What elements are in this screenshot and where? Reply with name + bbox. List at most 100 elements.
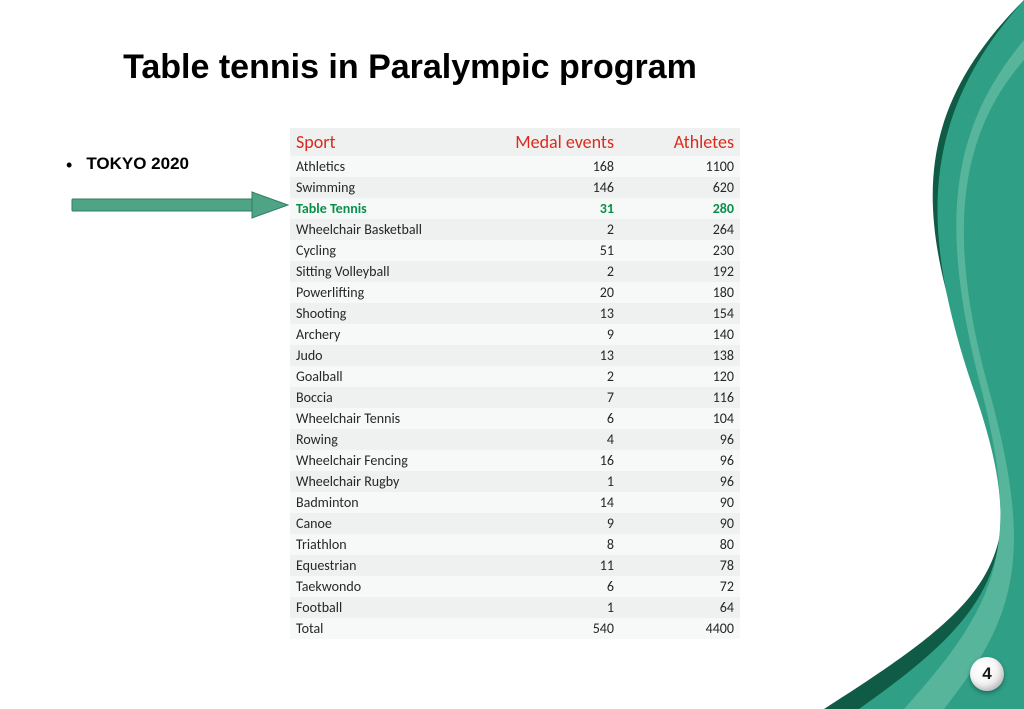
- table-cell: 13: [490, 303, 620, 324]
- table-cell: 116: [620, 387, 740, 408]
- table-cell: 80: [620, 534, 740, 555]
- table-cell: Athletics: [290, 156, 490, 177]
- table-row: Shooting13154: [290, 303, 740, 324]
- table-cell: 13: [490, 345, 620, 366]
- table-cell: 140: [620, 324, 740, 345]
- table-cell: 120: [620, 366, 740, 387]
- table-cell: 2: [490, 366, 620, 387]
- table-cell: Boccia: [290, 387, 490, 408]
- table-cell: 138: [620, 345, 740, 366]
- table-cell: 20: [490, 282, 620, 303]
- table-cell: 16: [490, 450, 620, 471]
- sports-table: SportMedal eventsAthletes Athletics16811…: [290, 128, 740, 639]
- table-cell: 9: [490, 324, 620, 345]
- table-cell: 154: [620, 303, 740, 324]
- table-row: Powerlifting20180: [290, 282, 740, 303]
- table-cell: 104: [620, 408, 740, 429]
- table-cell: 78: [620, 555, 740, 576]
- table-cell: 6: [490, 408, 620, 429]
- table-cell: Total: [290, 618, 490, 639]
- table-cell: 96: [620, 450, 740, 471]
- table-row: Football164: [290, 597, 740, 618]
- table-cell: Shooting: [290, 303, 490, 324]
- table-cell: 51: [490, 240, 620, 261]
- table-cell: Triathlon: [290, 534, 490, 555]
- table-cell: 9: [490, 513, 620, 534]
- table: SportMedal eventsAthletes Athletics16811…: [290, 128, 740, 639]
- table-row: Wheelchair Basketball2264: [290, 219, 740, 240]
- table-cell: Table Tennis: [290, 198, 490, 219]
- table-cell: Taekwondo: [290, 576, 490, 597]
- slide: Table tennis in Paralympic program • TOK…: [0, 0, 1024, 709]
- table-cell: Wheelchair Fencing: [290, 450, 490, 471]
- page-number: 4: [982, 664, 991, 684]
- decor-shape: [764, 0, 1024, 709]
- table-row: Archery9140: [290, 324, 740, 345]
- table-header-cell: Sport: [290, 128, 490, 156]
- table-cell: 1: [490, 597, 620, 618]
- table-row: Wheelchair Tennis6104: [290, 408, 740, 429]
- table-cell: 620: [620, 177, 740, 198]
- table-row: Wheelchair Rugby196: [290, 471, 740, 492]
- table-cell: 7: [490, 387, 620, 408]
- arrow-icon: [70, 190, 290, 225]
- table-row: Table Tennis31280: [290, 198, 740, 219]
- table-header-cell: Medal events: [490, 128, 620, 156]
- table-cell: Equestrian: [290, 555, 490, 576]
- table-cell: Badminton: [290, 492, 490, 513]
- table-row: Triathlon880: [290, 534, 740, 555]
- table-cell: Football: [290, 597, 490, 618]
- table-cell: 168: [490, 156, 620, 177]
- table-cell: Goalball: [290, 366, 490, 387]
- table-cell: Archery: [290, 324, 490, 345]
- table-cell: Powerlifting: [290, 282, 490, 303]
- table-row: Total5404400: [290, 618, 740, 639]
- table-cell: 11: [490, 555, 620, 576]
- table-cell: 2: [490, 219, 620, 240]
- table-cell: 72: [620, 576, 740, 597]
- table-cell: 6: [490, 576, 620, 597]
- table-cell: 96: [620, 429, 740, 450]
- table-cell: 230: [620, 240, 740, 261]
- table-cell: 192: [620, 261, 740, 282]
- table-row: Taekwondo672: [290, 576, 740, 597]
- table-cell: 31: [490, 198, 620, 219]
- table-row: Canoe990: [290, 513, 740, 534]
- table-cell: 280: [620, 198, 740, 219]
- table-row: Sitting Volleyball2192: [290, 261, 740, 282]
- table-row: Athletics1681100: [290, 156, 740, 177]
- table-row: Equestrian1178: [290, 555, 740, 576]
- page-number-badge: 4: [970, 657, 1004, 691]
- table-cell: 540: [490, 618, 620, 639]
- table-row: Boccia7116: [290, 387, 740, 408]
- table-cell: Judo: [290, 345, 490, 366]
- table-cell: Wheelchair Basketball: [290, 219, 490, 240]
- table-cell: 14: [490, 492, 620, 513]
- table-cell: 8: [490, 534, 620, 555]
- bullet-text: TOKYO 2020: [86, 154, 189, 174]
- table-row: Swimming146620: [290, 177, 740, 198]
- table-cell: 4400: [620, 618, 740, 639]
- table-header-cell: Athletes: [620, 128, 740, 156]
- table-cell: Canoe: [290, 513, 490, 534]
- table-cell: 146: [490, 177, 620, 198]
- table-cell: Swimming: [290, 177, 490, 198]
- table-row: Judo13138: [290, 345, 740, 366]
- table-cell: Wheelchair Rugby: [290, 471, 490, 492]
- table-cell: 90: [620, 513, 740, 534]
- table-header-row: SportMedal eventsAthletes: [290, 128, 740, 156]
- table-row: Cycling51230: [290, 240, 740, 261]
- table-cell: 64: [620, 597, 740, 618]
- bullet-item: • TOKYO 2020: [66, 154, 189, 174]
- table-cell: 264: [620, 219, 740, 240]
- bullet-dot-icon: •: [66, 156, 72, 174]
- table-cell: 1100: [620, 156, 740, 177]
- table-row: Goalball2120: [290, 366, 740, 387]
- table-cell: 90: [620, 492, 740, 513]
- table-cell: Sitting Volleyball: [290, 261, 490, 282]
- table-row: Wheelchair Fencing1696: [290, 450, 740, 471]
- table-cell: Rowing: [290, 429, 490, 450]
- table-cell: Cycling: [290, 240, 490, 261]
- table-cell: Wheelchair Tennis: [290, 408, 490, 429]
- table-cell: 96: [620, 471, 740, 492]
